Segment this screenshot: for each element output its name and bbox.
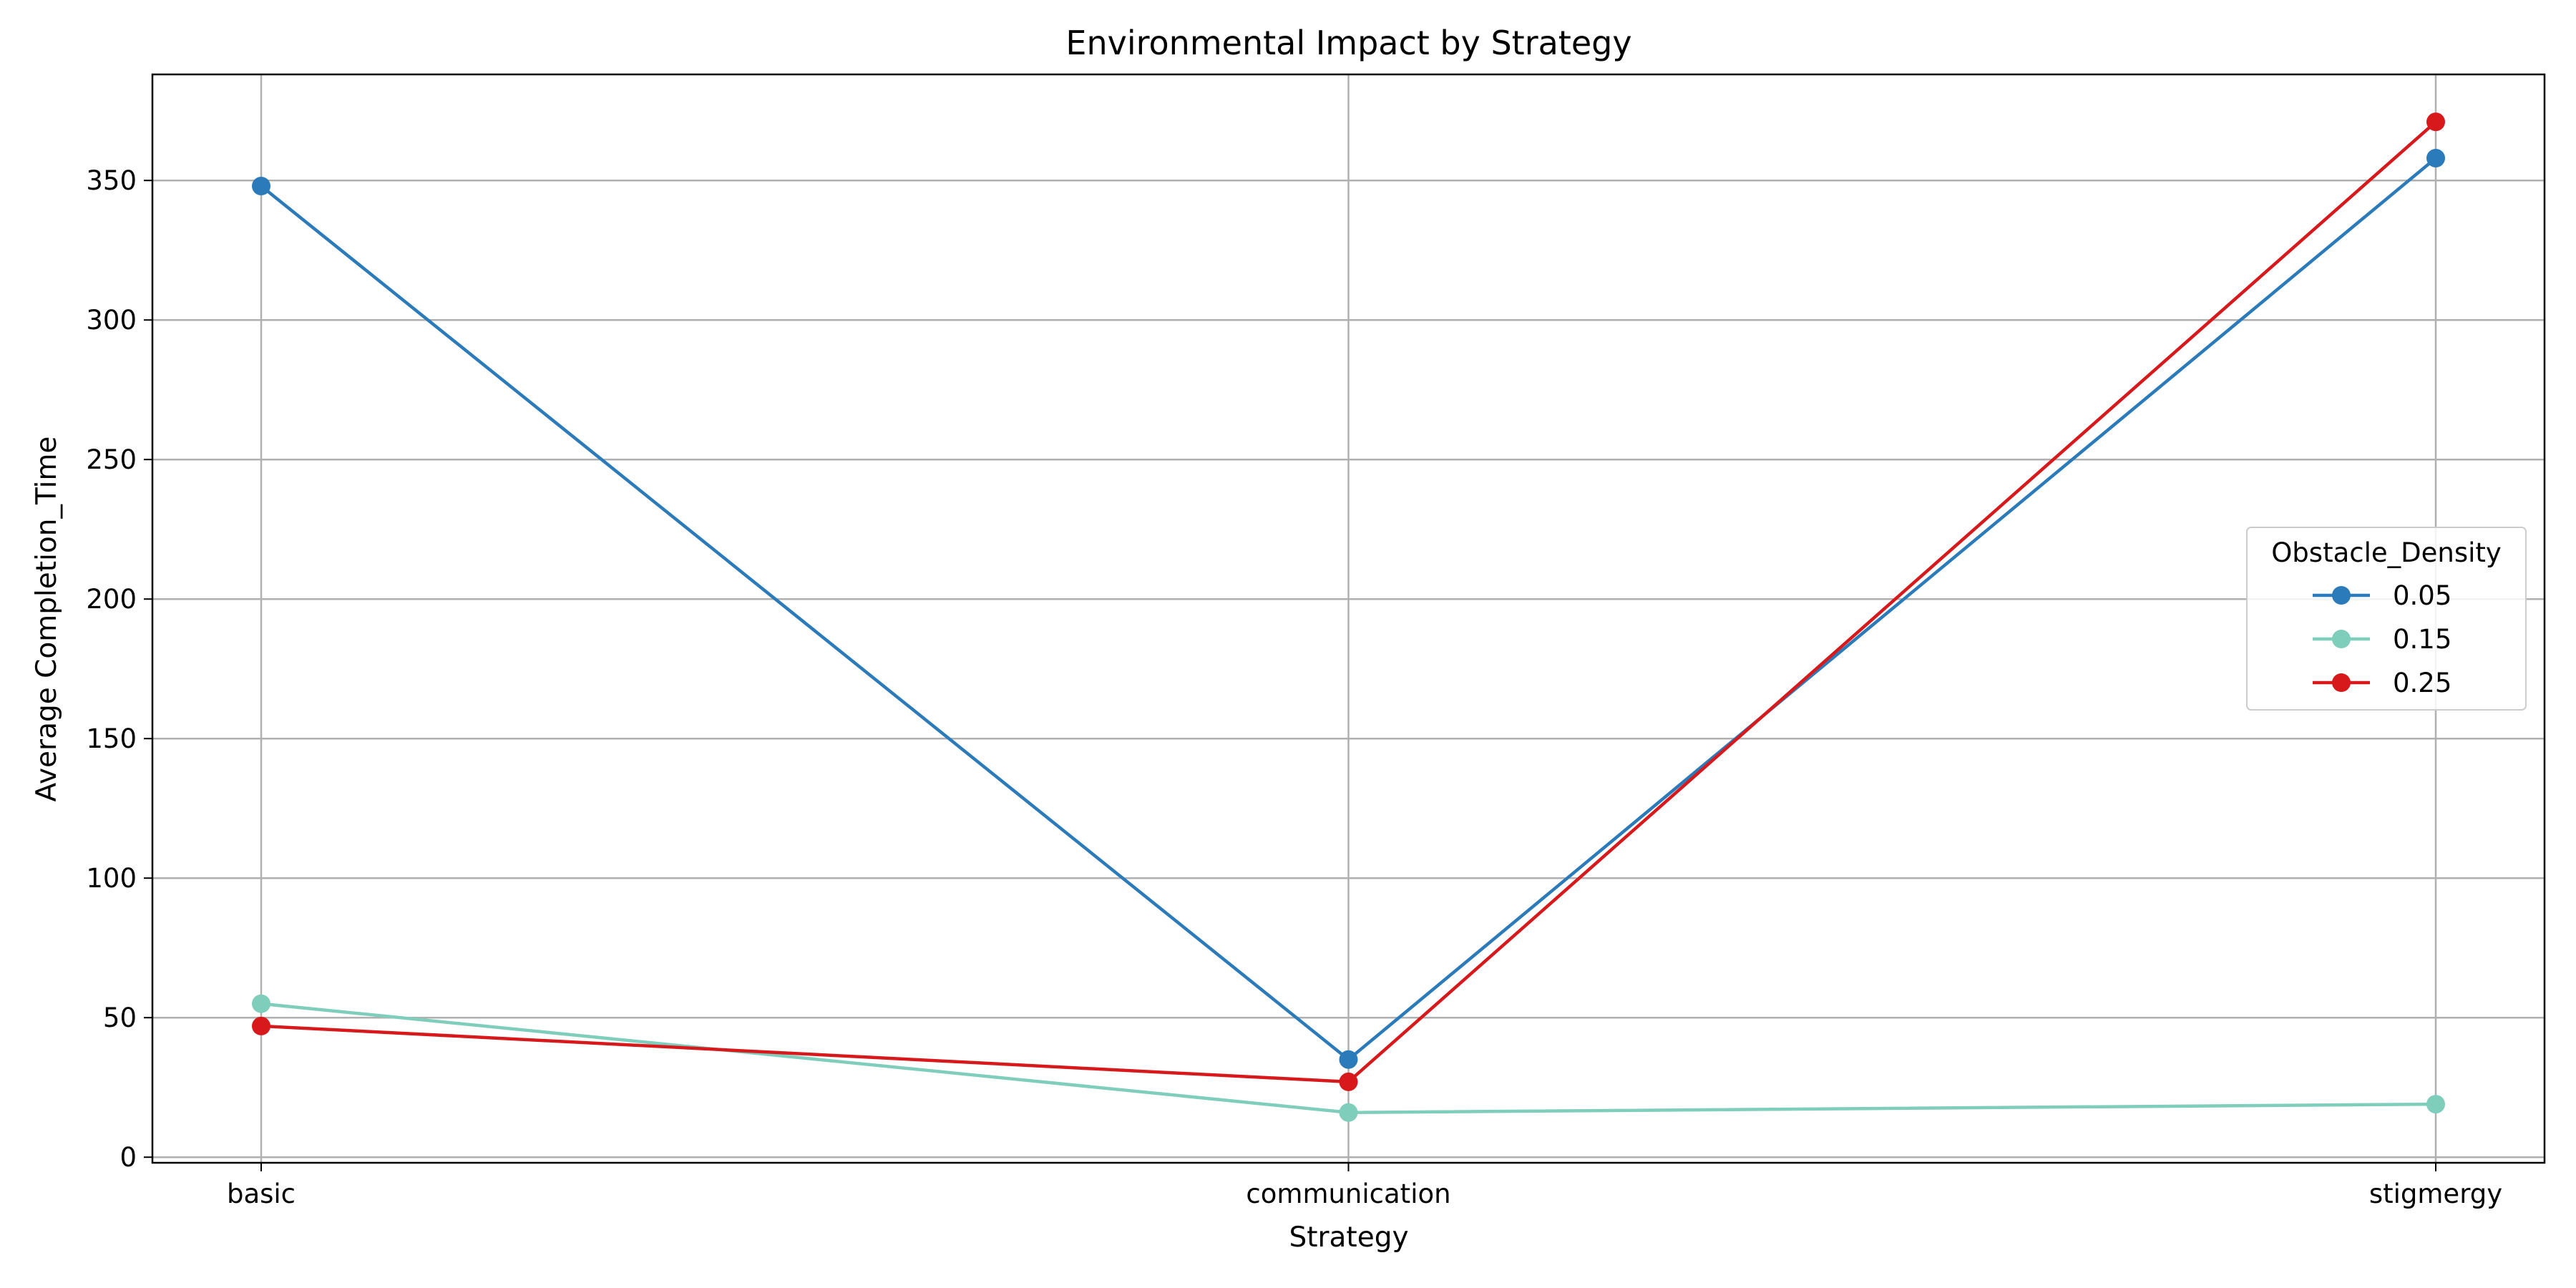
- series-layer: [252, 112, 2445, 1122]
- tick-layer: basic communication stigmergy 0 50 100 150 200 2…: [86, 165, 2502, 1209]
- legend-marker: [2332, 586, 2351, 605]
- y-tick-label: 300: [86, 305, 137, 336]
- legend-item: 0.15: [2313, 624, 2451, 655]
- legend-items: 0.05 0.15 0.25: [2313, 580, 2451, 698]
- legend-title: Obstacle_Density: [2271, 537, 2502, 568]
- y-tick-label: 250: [86, 444, 137, 475]
- legend-label: 0.15: [2393, 624, 2451, 655]
- legend: Obstacle_Density 0.05 0.15 0.25: [2246, 527, 2527, 711]
- series-0.05: [252, 149, 2445, 1069]
- legend-label: 0.05: [2393, 580, 2451, 611]
- x-tick-label: communication: [1246, 1179, 1450, 1209]
- legend-marker: [2332, 630, 2351, 648]
- data-point: [2426, 1095, 2445, 1114]
- data-point: [1339, 1103, 1358, 1122]
- y-axis-label: Average Completion_Time: [31, 436, 63, 802]
- x-axis-label: Strategy: [1289, 1221, 1408, 1254]
- legend-marker: [2332, 673, 2351, 692]
- data-point: [1339, 1072, 1358, 1091]
- legend-box: [2246, 527, 2527, 711]
- legend-label: 0.25: [2393, 668, 2451, 698]
- y-tick-label: 150: [86, 723, 137, 754]
- y-tick-label: 50: [103, 1002, 137, 1033]
- legend-item: 0.05: [2313, 580, 2451, 611]
- data-point: [2426, 149, 2445, 167]
- y-tick-label: 200: [86, 584, 137, 615]
- x-tick-label: basic: [227, 1179, 296, 1209]
- series-0.15: [252, 994, 2445, 1122]
- y-tick-label: 100: [86, 863, 137, 894]
- x-tick-label: stigmergy: [2369, 1179, 2502, 1209]
- legend-item: 0.25: [2313, 668, 2451, 698]
- series-0.25: [252, 112, 2445, 1091]
- data-point: [2426, 112, 2445, 132]
- data-point: [252, 994, 270, 1013]
- y-tick-label: 0: [119, 1142, 137, 1173]
- y-tick-label: 350: [86, 165, 137, 196]
- data-point: [252, 1016, 270, 1035]
- chart-title: Environmental Impact by Strategy: [1065, 24, 1631, 62]
- grid-layer: [152, 74, 2545, 1163]
- data-point: [252, 177, 270, 195]
- data-point: [1339, 1050, 1358, 1069]
